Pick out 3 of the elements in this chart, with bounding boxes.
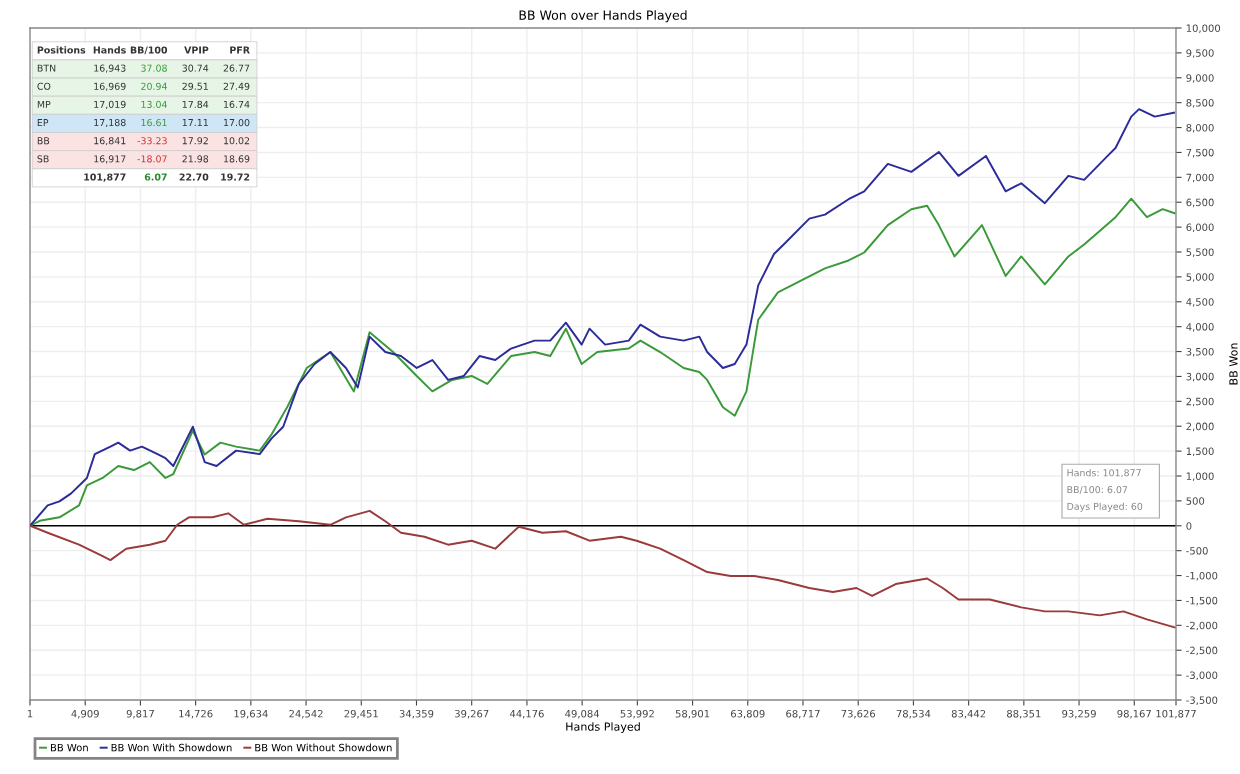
line-series [30, 509, 1176, 629]
line-series [30, 108, 1175, 527]
line-series [30, 197, 1176, 527]
